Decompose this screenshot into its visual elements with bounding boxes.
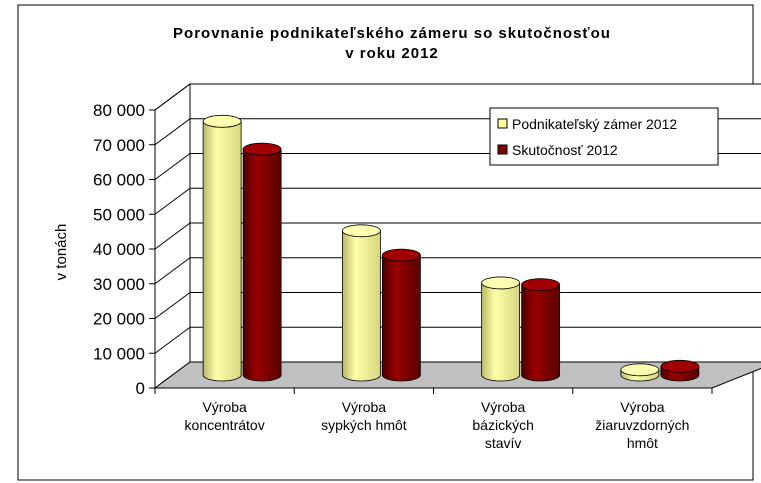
grid-line <box>154 292 191 319</box>
grid-line <box>154 326 191 354</box>
grid-line <box>154 118 191 146</box>
y-tick-label: 40 000 <box>93 240 145 259</box>
y-tick-label: 20 000 <box>93 310 145 329</box>
grid-line <box>154 222 191 250</box>
x-tick-label: Výroba žiaruvzdorných hmôt <box>595 399 689 451</box>
y-tick-label: 0 <box>136 379 145 398</box>
grid-line <box>154 153 191 180</box>
bar <box>381 254 421 382</box>
legend-box <box>489 107 719 166</box>
y-tick-label: 50 000 <box>93 205 145 224</box>
y-tick-label: 10 000 <box>93 344 145 363</box>
chart-title: Porovnanie podnikateľského zámeru so sku… <box>173 25 611 62</box>
grid-line <box>154 257 191 285</box>
bar-top <box>202 114 242 128</box>
bar <box>521 284 561 382</box>
bar <box>481 282 521 382</box>
y-tick-label: 30 000 <box>93 275 145 294</box>
grid-line <box>154 187 191 215</box>
bar-top <box>341 224 381 238</box>
x-tick-label: Výroba bázických stavív <box>472 399 533 451</box>
bar-top <box>620 363 660 377</box>
y-axis-title: v tonách <box>53 224 70 281</box>
bar-top <box>521 278 561 292</box>
legend-swatch <box>497 118 508 129</box>
x-tick-label: Výroba koncentrátov <box>185 399 265 433</box>
y-tick-label: 70 000 <box>93 136 145 155</box>
bar <box>341 230 381 382</box>
legend-swatch <box>497 144 508 155</box>
x-tick-label: Výroba sypkých hmôt <box>321 399 407 433</box>
bar <box>202 120 242 382</box>
bar-top <box>660 359 700 373</box>
y-tick-label: 80 000 <box>93 101 145 120</box>
bar-top <box>381 248 421 262</box>
bar-top <box>242 142 282 156</box>
legend-label: Podnikateľský zámer 2012 <box>512 116 677 132</box>
legend-label: Skutočnosť 2012 <box>512 142 618 158</box>
grid-line <box>154 83 191 111</box>
bar-top <box>481 276 521 290</box>
y-tick-label: 60 000 <box>93 171 145 190</box>
bar <box>242 148 282 382</box>
